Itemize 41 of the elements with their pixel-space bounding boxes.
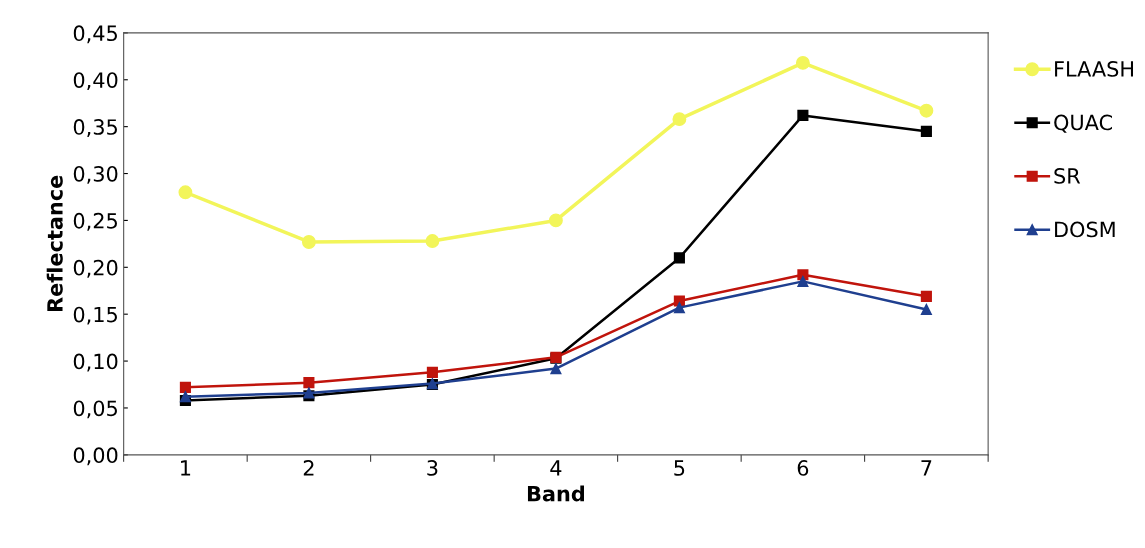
legend-label: DOSM — [1055, 221, 1115, 238]
x-tick-label: 6 — [797, 460, 809, 476]
point — [795, 55, 810, 70]
y-tick-label: 0,00 — [73, 447, 118, 466]
y-tick-label: 0,40 — [73, 72, 118, 91]
point — [673, 252, 685, 264]
y-tick-label: 0,25 — [73, 212, 117, 231]
x-tick-label: 1 — [181, 460, 191, 476]
x-tick-label: 7 — [921, 460, 932, 476]
y-tick-label: 0,45 — [73, 25, 117, 44]
y-tick-label: 0,20 — [73, 259, 118, 278]
x-tick-label: 2 — [303, 460, 314, 476]
point — [550, 363, 562, 375]
point — [920, 125, 932, 137]
point — [797, 275, 809, 287]
legend-label: QUAC — [1054, 114, 1112, 133]
y-tick-label: 0,05 — [73, 400, 117, 419]
x-tick-label: 3 — [427, 460, 438, 476]
point — [179, 381, 191, 393]
point — [426, 366, 438, 378]
y-tick-label: 0,10 — [73, 353, 118, 372]
y-axis-title: Reflectance — [46, 175, 63, 312]
x-axis-title: Band — [527, 485, 584, 502]
point — [303, 377, 315, 389]
x-tick-label: 4 — [550, 460, 562, 476]
point — [301, 235, 316, 249]
point — [673, 302, 685, 314]
y-tick-label: 0,15 — [73, 306, 117, 325]
legend-label: SR — [1054, 168, 1081, 184]
y-tick-label: 0,30 — [73, 165, 118, 184]
point — [178, 185, 193, 200]
point — [920, 303, 932, 316]
point — [425, 234, 440, 248]
point — [920, 290, 932, 302]
legend-label: FLAASH — [1055, 61, 1134, 77]
x-tick-label: 5 — [674, 460, 685, 476]
y-tick-label: 0,35 — [73, 119, 117, 137]
point — [548, 213, 563, 228]
point — [919, 103, 934, 118]
point — [672, 112, 687, 127]
point — [797, 109, 809, 121]
